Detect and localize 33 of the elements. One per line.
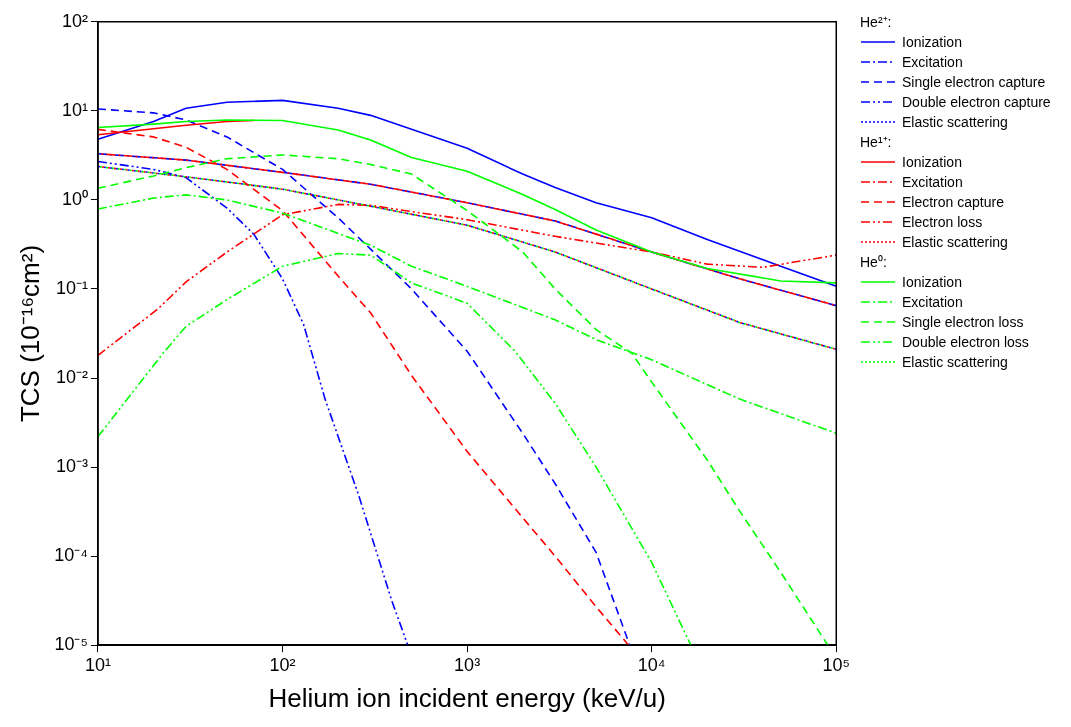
legend-label: Elastic scattering [902, 233, 1008, 252]
x-tick-label: 10³ [454, 654, 481, 675]
x-tick-label: 10² [269, 654, 296, 675]
legend-label: Excitation [902, 173, 963, 192]
legend-label: Double electron capture [902, 93, 1051, 112]
legend-label: Ionization [902, 33, 962, 52]
text: He⁰: [860, 253, 888, 272]
legend-label: Double electron loss [902, 333, 1029, 352]
y-tick-label: 10⁻² [55, 367, 88, 387]
y-tick-label: 10⁻⁵ [54, 634, 88, 655]
y-axis-title: TCS (10⁻¹⁶cm²) [14, 244, 45, 423]
legend-label: Single electron loss [902, 313, 1024, 332]
y-tick-label: 10⁻¹ [55, 277, 88, 298]
legend-label: Electron loss [902, 213, 983, 232]
y-tick-label: 10⁰ [61, 188, 88, 209]
y-tick-label: 10⁻³ [55, 456, 88, 477]
legend-label: Excitation [902, 293, 963, 312]
y-tick-label: 10¹ [61, 99, 88, 120]
text: He²⁺: [860, 13, 893, 32]
legend-label: Excitation [902, 53, 963, 72]
x-axis-title: Helium ion incident energy (keV/u) [268, 682, 666, 713]
y-tick-label: 10² [61, 10, 88, 31]
text: He¹⁺: [860, 133, 893, 152]
legend-label: Elastic scattering [902, 353, 1008, 372]
x-tick-label: 10⁴ [637, 654, 666, 675]
legend-label: Single electron capture [902, 73, 1046, 92]
legend-label: Elastic scattering [902, 113, 1008, 132]
x-tick-label: 10¹ [84, 654, 111, 675]
x-tick-label: 10⁵ [822, 654, 850, 675]
legend-label: Ionization [902, 153, 962, 172]
y-tick-label: 10⁻⁴ [54, 545, 88, 566]
legend-label: Electron capture [902, 193, 1004, 212]
legend-label: Ionization [902, 273, 962, 292]
